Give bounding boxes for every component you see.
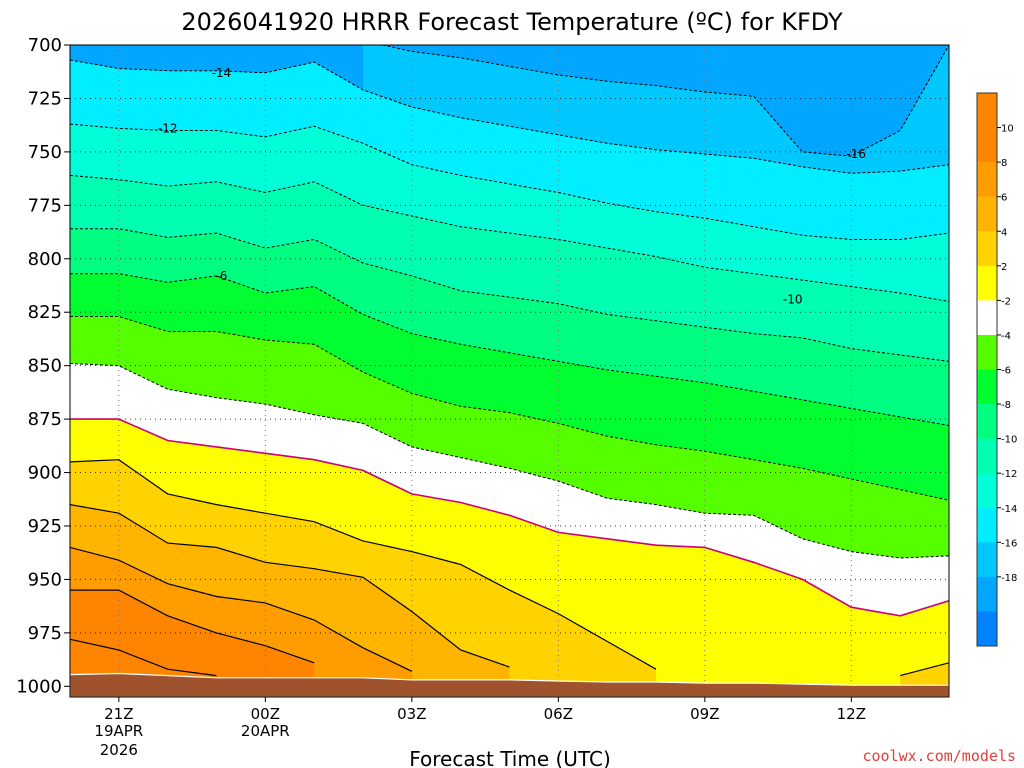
isotherm-10 bbox=[70, 638, 217, 677]
ground-layer bbox=[70, 672, 949, 697]
colorbar-swatch bbox=[977, 334, 997, 370]
colorbar-swatch bbox=[977, 369, 997, 405]
isotherm--2 bbox=[70, 363, 949, 559]
colorbar-label: 6 bbox=[1001, 193, 1007, 204]
isotherm--8 bbox=[70, 228, 949, 362]
x-tick-label: 00Z bbox=[251, 705, 280, 723]
contour-label: -10 bbox=[783, 292, 803, 306]
isotherm--16 bbox=[380, 45, 949, 157]
y-tick-label: 975 bbox=[28, 623, 62, 644]
isotherm-2 bbox=[70, 459, 657, 670]
y-tick-label: 1000 bbox=[16, 676, 62, 697]
x-tick-label: 06Z bbox=[544, 705, 573, 723]
colorbar-swatch bbox=[977, 231, 997, 267]
isotherm--14 bbox=[70, 59, 949, 174]
x-tick-label: 21Z bbox=[104, 705, 133, 723]
y-tick-label: 800 bbox=[28, 249, 62, 270]
temperature-fill-layer bbox=[70, 45, 949, 697]
x-tick-year: 2026 bbox=[100, 741, 138, 759]
chart-title: 2026041920 HRRR Forecast Temperature (ºC… bbox=[181, 8, 843, 36]
colorbar-label: 4 bbox=[1001, 227, 1007, 238]
colorbar-label: -10 bbox=[1001, 435, 1017, 446]
colorbar-label: -12 bbox=[1001, 469, 1017, 480]
colorbar-swatch bbox=[977, 611, 997, 647]
isotherm--12 bbox=[70, 123, 949, 240]
x-tick-label: 12Z bbox=[837, 705, 866, 723]
credit-text: coolwx.com/models bbox=[862, 747, 1016, 765]
x-axis-label: Forecast Time (UTC) bbox=[409, 747, 611, 768]
colorbar-label: -18 bbox=[1001, 573, 1017, 584]
y-tick-label: 900 bbox=[28, 463, 62, 484]
colorbar-label: -16 bbox=[1001, 538, 1017, 549]
contour-label-layer: -14 -12 -6 -16 -10 bbox=[158, 66, 866, 307]
plot-frame bbox=[69, 44, 950, 698]
y-tick-label: 825 bbox=[28, 302, 62, 323]
colorbar-label: -6 bbox=[1001, 366, 1011, 377]
colorbar-swatch bbox=[977, 162, 997, 198]
x-tick-date: 20APR bbox=[241, 722, 290, 740]
colorbar-swatch bbox=[977, 93, 997, 129]
contour-label: -16 bbox=[846, 147, 866, 161]
isotherm-4 bbox=[70, 504, 510, 668]
colorbar-swatch bbox=[977, 507, 997, 543]
x-tick-label: 09Z bbox=[690, 705, 719, 723]
y-tick-label: 950 bbox=[28, 569, 62, 590]
colorbar-swatch bbox=[977, 576, 997, 612]
y-axis: 700 725 750 775 800 825 850 875 900 925 950 975 1000 bbox=[16, 35, 70, 697]
colorbar-label: -2 bbox=[1001, 296, 1011, 307]
colorbar-swatch bbox=[977, 404, 997, 440]
colorbar-swatch bbox=[977, 542, 997, 578]
y-tick-label: 725 bbox=[28, 88, 62, 109]
gridlines bbox=[70, 45, 949, 697]
y-tick-label: 875 bbox=[28, 409, 62, 430]
ground-surface bbox=[70, 672, 949, 697]
isotherm-6 bbox=[70, 546, 413, 672]
colorbar-swatch bbox=[977, 127, 997, 163]
colorbar-swatch bbox=[977, 438, 997, 474]
isotherm-8 bbox=[70, 589, 315, 664]
y-tick-label: 925 bbox=[28, 516, 62, 537]
x-tick-label: 03Z bbox=[397, 705, 426, 723]
contour-label: -6 bbox=[215, 269, 227, 283]
isotherm-2 bbox=[900, 662, 949, 677]
y-tick-label: 775 bbox=[28, 195, 62, 216]
isotherm--10 bbox=[70, 174, 949, 302]
contour-label: -14 bbox=[212, 66, 232, 80]
colorbar-swatch bbox=[977, 300, 997, 336]
contour-label: -12 bbox=[158, 121, 178, 135]
y-tick-label: 750 bbox=[28, 142, 62, 163]
isotherm-0 bbox=[70, 418, 949, 617]
x-tick-date: 19APR bbox=[94, 722, 143, 740]
isotherm-layer bbox=[70, 45, 949, 677]
y-tick-label: 700 bbox=[28, 35, 62, 56]
colorbar-label: -8 bbox=[1001, 400, 1011, 411]
colorbar-label: 8 bbox=[1001, 158, 1007, 169]
colorbar-label: -4 bbox=[1001, 331, 1011, 342]
isotherm--6 bbox=[70, 273, 949, 426]
colorbar-label: 2 bbox=[1001, 262, 1007, 273]
colorbar-swatch bbox=[977, 196, 997, 232]
y-tick-label: 850 bbox=[28, 356, 62, 377]
colorbar: 10 8 6 4 2 -2 -4 -6 -8 -10 -12 -14 -16 -18 bbox=[976, 92, 1017, 647]
colorbar-label: -14 bbox=[1001, 504, 1017, 515]
colorbar-label: 10 bbox=[1001, 124, 1014, 135]
colorbar-swatch bbox=[977, 265, 997, 301]
colorbar-swatch bbox=[977, 473, 997, 509]
isotherm--4 bbox=[70, 316, 949, 501]
